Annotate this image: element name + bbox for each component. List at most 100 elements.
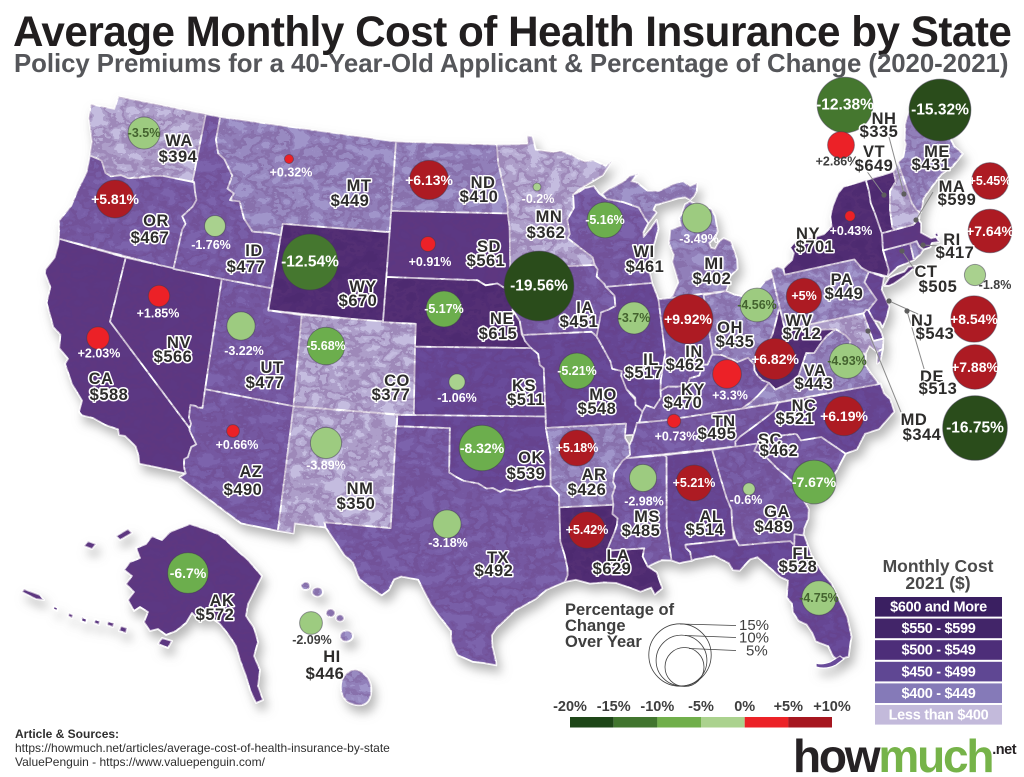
svg-text:-5.16%: -5.16% (585, 213, 625, 227)
svg-text:$572: $572 (196, 606, 235, 624)
svg-text:$446: $446 (306, 665, 345, 683)
svg-text:+5.81%: +5.81% (91, 191, 139, 207)
svg-text:MD: MD (901, 411, 928, 429)
svg-text:-3.49%: -3.49% (679, 232, 719, 246)
svg-text:$521: $521 (776, 410, 815, 428)
svg-text:Percentage of: Percentage of (565, 601, 675, 619)
svg-text:LA: LA (607, 547, 630, 565)
svg-text:+2.86%: +2.86% (816, 154, 859, 168)
svg-text:KS: KS (512, 377, 536, 395)
svg-text:Over Year: Over Year (565, 633, 642, 651)
svg-text:-1.06%: -1.06% (437, 391, 477, 405)
svg-text:$462: $462 (760, 442, 799, 460)
svg-text:KY: KY (681, 381, 705, 399)
svg-text:-3.89%: -3.89% (306, 459, 346, 473)
svg-text:-3.22%: -3.22% (224, 344, 264, 358)
svg-text:IL: IL (643, 351, 659, 369)
svg-text:$517: $517 (625, 364, 664, 382)
svg-text:WY: WY (349, 278, 377, 296)
svg-text:-3.18%: -3.18% (428, 536, 468, 550)
svg-text:-4.56%: -4.56% (737, 298, 777, 312)
svg-text:NC: NC (792, 397, 817, 415)
svg-text:+0.43%: +0.43% (830, 224, 873, 238)
svg-text:CT: CT (915, 263, 938, 281)
svg-text:$410: $410 (460, 188, 499, 206)
svg-text:PA: PA (831, 271, 854, 289)
svg-text:NJ: NJ (911, 312, 933, 330)
svg-text:$701: $701 (796, 238, 835, 256)
svg-text:NY: NY (796, 225, 820, 243)
svg-text:ND: ND (471, 174, 496, 192)
svg-text:OR: OR (143, 212, 169, 230)
svg-text:2021 ($): 2021 ($) (905, 573, 970, 593)
svg-text:$450 - $499: $450 - $499 (901, 664, 975, 680)
svg-text:-12.38%: -12.38% (816, 97, 874, 114)
svg-text:-2.09%: -2.09% (292, 633, 332, 647)
svg-text:-5.68%: -5.68% (306, 339, 346, 353)
svg-text:$550 - $599: $550 - $599 (901, 621, 975, 637)
svg-text:+5.42%: +5.42% (566, 523, 609, 537)
svg-text:$443: $443 (795, 375, 834, 393)
svg-text:+0.66%: +0.66% (216, 438, 259, 452)
svg-text:$615: $615 (479, 325, 518, 343)
svg-text:RI: RI (943, 231, 961, 249)
svg-text:NH: NH (872, 110, 897, 128)
svg-text:-19.56%: -19.56% (510, 278, 568, 295)
svg-text:-15.32%: -15.32% (911, 102, 969, 119)
svg-text:-20%: -20% (553, 699, 587, 715)
svg-text:-0.2%: -0.2% (522, 192, 555, 206)
svg-text:+3.3%: +3.3% (712, 388, 748, 402)
svg-text:$543: $543 (916, 325, 955, 343)
svg-text:$485: $485 (622, 522, 661, 540)
svg-text:-4.93%: -4.93% (827, 354, 867, 368)
svg-text:GA: GA (764, 503, 790, 521)
svg-text:+0.91%: +0.91% (409, 255, 452, 269)
svg-text:$649: $649 (855, 157, 894, 175)
svg-text:-5.17%: -5.17% (424, 302, 464, 316)
svg-text:-4.75%: -4.75% (799, 591, 839, 605)
svg-text:OK: OK (518, 449, 544, 467)
svg-text:SC: SC (758, 431, 782, 449)
svg-text:ME: ME (924, 143, 950, 161)
svg-text:TX: TX (487, 549, 509, 567)
svg-text:CO: CO (384, 372, 410, 390)
svg-text:0%: 0% (734, 699, 755, 715)
svg-text:AR: AR (582, 466, 607, 484)
svg-text:MI: MI (704, 255, 723, 273)
svg-text:+6.19%: +6.19% (820, 408, 868, 424)
svg-text:MA: MA (939, 178, 966, 196)
svg-text:NE: NE (490, 310, 514, 328)
svg-text:-15%: -15% (597, 699, 631, 715)
svg-text:$670: $670 (339, 292, 378, 310)
svg-text:HI: HI (323, 648, 341, 666)
svg-text:$467: $467 (131, 229, 170, 247)
svg-text:$490: $490 (224, 481, 263, 499)
svg-text:5%: 5% (746, 643, 768, 660)
svg-text:WI: WI (633, 243, 654, 261)
svg-text:$461: $461 (626, 258, 665, 276)
svg-text:-1.76%: -1.76% (191, 238, 231, 252)
svg-text:15%: 15% (739, 617, 769, 634)
svg-text:-16.75%: -16.75% (946, 420, 1004, 437)
svg-text:+5%: +5% (774, 699, 804, 715)
svg-text:$539: $539 (507, 465, 546, 483)
svg-text:TN: TN (713, 413, 736, 431)
svg-text:-6.7%: -6.7% (170, 565, 207, 581)
svg-text:$435: $435 (716, 333, 755, 351)
svg-text:+5.45%: +5.45% (969, 174, 1012, 188)
svg-text:-3.5%: -3.5% (128, 126, 161, 140)
svg-text:Less than $400: Less than $400 (889, 708, 989, 724)
svg-text:$495: $495 (698, 425, 737, 443)
svg-text:IN: IN (685, 343, 703, 361)
svg-text:$335: $335 (860, 123, 899, 141)
svg-text:$712: $712 (783, 325, 822, 343)
svg-text:$599: $599 (938, 191, 977, 209)
svg-text:NM: NM (347, 480, 374, 498)
svg-text:$477: $477 (227, 258, 266, 276)
svg-text:-0.6%: -0.6% (730, 493, 763, 507)
svg-text:+0.73%: +0.73% (655, 430, 698, 444)
svg-text:VA: VA (804, 362, 827, 380)
svg-text:$400 - $449: $400 - $449 (901, 686, 975, 702)
svg-text:AZ: AZ (240, 463, 263, 481)
svg-text:$451: $451 (560, 313, 599, 331)
